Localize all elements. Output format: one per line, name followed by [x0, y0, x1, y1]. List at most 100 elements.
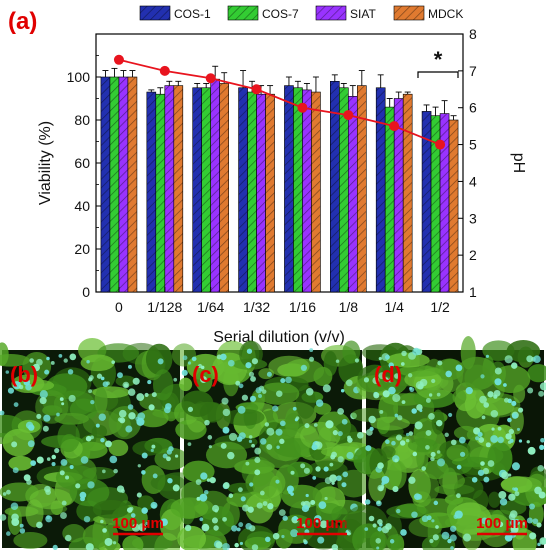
legend-label: COS-7 [262, 7, 299, 21]
x-axis-title: Serial dilution (v/v) [213, 329, 345, 346]
bar-siat-4 [302, 89, 312, 293]
ph-point-0 [113, 54, 124, 65]
y-tick-label-right: 6 [469, 100, 477, 116]
ph-line [118, 58, 441, 146]
bar-mdck-4 [311, 91, 321, 293]
y-tick-label-left: 0 [82, 284, 90, 300]
y-axis-left: 0 20 40 60 80 100 [67, 55, 101, 300]
ph-point-2 [205, 73, 216, 84]
legend-label: MDCK [428, 7, 463, 21]
bar-cos-7-1 [155, 93, 166, 293]
bar-cos-7-6 [384, 106, 395, 293]
error-bar-cos-7-7 [432, 106, 439, 116]
panel-label-c: (c) [192, 362, 219, 387]
ph-point-6 [389, 121, 400, 132]
panel-label-a: (a) [8, 8, 37, 35]
bar-cos-1-3 [238, 87, 248, 293]
error-bar-mdck-0 [129, 70, 136, 77]
scale-bar-label-c: 100 μm [296, 515, 348, 532]
y-tick-label-left: 100 [67, 69, 91, 85]
y-tick-label-right: 7 [469, 63, 477, 79]
bar-cos-7-0 [109, 76, 120, 293]
error-bar-cos-7-1 [157, 87, 164, 95]
y-tick-label-right: 8 [469, 26, 477, 42]
y-tick-label-right: 3 [469, 210, 477, 226]
error-bar-cos-7-2 [203, 82, 210, 88]
y-tick-label-left: 60 [74, 155, 90, 171]
bar-mdck-6 [402, 93, 413, 293]
micrograph-panels: (b) 100 μm (c) 100 μm (d) 100 μm [0, 336, 546, 550]
panel-label-b: (b) [10, 362, 38, 387]
y-tick-label-right: 2 [469, 247, 477, 263]
error-bar-cos-1-3 [240, 70, 247, 88]
bar-mdck-7 [448, 119, 459, 293]
error-bar-siat-1 [166, 80, 173, 86]
bar-siat-2 [210, 78, 220, 293]
x-tick-label: 1/2 [430, 299, 450, 315]
micrograph-c: (c) 100 μm [170, 340, 379, 550]
error-bar-siat-4 [303, 82, 310, 90]
legend-item-cos-7: COS-7 [227, 5, 299, 21]
legend-item-siat: SIAT [315, 5, 376, 21]
error-bar-mdck-1 [175, 80, 182, 86]
bar-cos-7-2 [201, 87, 211, 293]
scale-bar-label-b: 100 μm [112, 515, 164, 532]
error-bar-cos-1-0 [102, 70, 109, 77]
bar-cos-1-4 [284, 85, 294, 293]
ph-point-1 [159, 65, 170, 76]
bar-siat-3 [256, 93, 266, 293]
ph-line-series [113, 54, 446, 150]
legend-item-mdck: MDCK [393, 5, 463, 21]
bar-mdck-5 [357, 85, 367, 293]
error-bar-siat-0 [120, 70, 127, 77]
error-bar-mdck-4 [312, 76, 319, 93]
x-tick-label: 1/8 [339, 299, 359, 315]
y-tick-label-left: 40 [74, 198, 90, 214]
significance-bracket [417, 71, 459, 78]
error-bar-mdck-3 [267, 85, 274, 95]
x-tick-label: 1/64 [197, 299, 224, 315]
error-bar-cos-1-4 [285, 76, 292, 86]
y-axis-title-left: Viability (%) [37, 121, 54, 205]
bar-mdck-2 [219, 83, 229, 293]
y-tick-label-right: 1 [469, 284, 477, 300]
bar-cos-1-2 [192, 87, 202, 293]
error-bar-siat-7 [441, 100, 448, 114]
ph-point-5 [343, 110, 354, 121]
panel-label-d: (d) [374, 362, 402, 387]
legend-label: SIAT [350, 7, 376, 21]
bar-cos-1-1 [146, 91, 157, 293]
ph-point-4 [297, 102, 308, 113]
error-bar-cos-1-7 [423, 104, 430, 112]
error-bar-cos-7-0 [111, 67, 118, 77]
error-bar-mdck-5 [358, 70, 365, 86]
y-tick-label-right: 5 [469, 137, 477, 153]
bar-mdck-0 [127, 76, 138, 293]
x-tick-label: 1/16 [289, 299, 316, 315]
bar-siat-5 [348, 96, 358, 293]
error-bar-cos-1-1 [148, 89, 155, 93]
significance-star: * [434, 47, 443, 72]
error-bar-mdck-7 [450, 115, 457, 120]
error-bar-cos-1-2 [194, 82, 201, 88]
error-bar-siat-6 [395, 91, 402, 99]
error-bar-cos-7-6 [386, 98, 393, 108]
bar-cos-1-0 [100, 76, 111, 293]
y-tick-label-right: 4 [469, 173, 477, 189]
x-tick-label: 1/128 [147, 299, 182, 315]
x-axis: 0 1/128 1/64 1/32 1/16 1/8 1/4 1/2 [115, 287, 450, 315]
bar-cos-7-3 [247, 91, 257, 293]
bar-series-group [100, 76, 459, 293]
micrograph-d: (d) 100 μm [344, 336, 546, 550]
x-tick-label: 1/32 [243, 299, 270, 315]
bar-siat-1 [164, 85, 175, 293]
x-tick-label: 0 [115, 299, 123, 315]
ph-point-3 [251, 84, 262, 95]
bar-siat-0 [118, 76, 129, 293]
chart-legend: COS-1 COS-7 SIAT MDCK [139, 5, 463, 21]
error-bar-cos-1-6 [377, 74, 384, 88]
error-bar-cos-1-5 [331, 74, 338, 82]
legend-label: COS-1 [174, 7, 211, 21]
